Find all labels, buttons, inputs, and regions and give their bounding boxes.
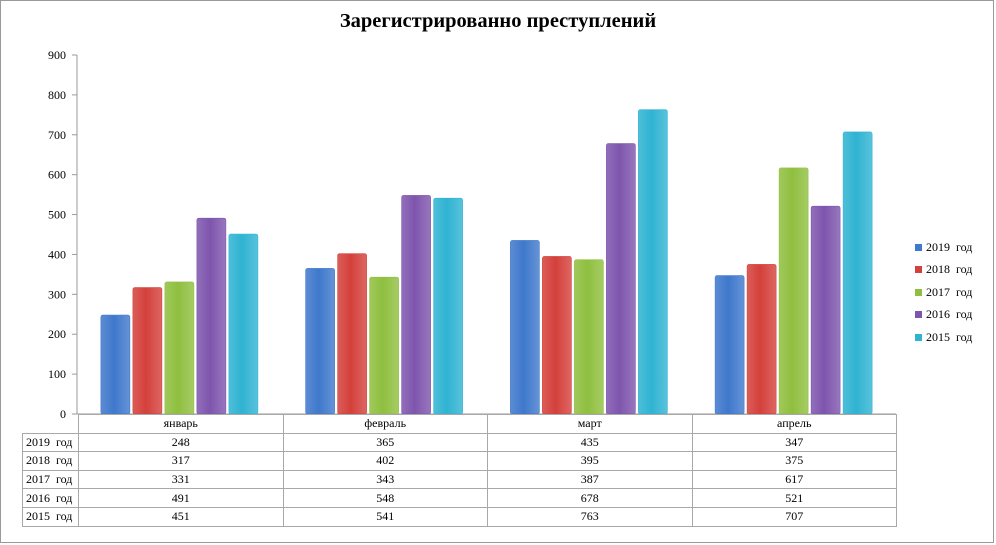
table-cell: 521 — [691, 488, 897, 508]
legend-swatch-2015 — [915, 333, 922, 341]
table-cell: 548 — [282, 488, 488, 508]
y-tick-label: 800 — [48, 88, 66, 102]
legend-item-2016: 2016 год — [915, 304, 972, 327]
table-row-header: 2018 год — [22, 451, 79, 471]
table-cell: 347 — [691, 432, 897, 453]
table-row: 2016 год 491 548 678 521 — [22, 488, 897, 508]
legend-label-2016: 2016 год — [926, 307, 973, 322]
legend-label-2015: 2015 год — [926, 329, 973, 344]
table-col-header: апрель — [691, 414, 897, 434]
bar — [510, 240, 540, 415]
table-cell: 331 — [78, 469, 284, 490]
bar — [369, 276, 399, 415]
y-tick-label: 0 — [60, 407, 66, 421]
table-cell: 451 — [78, 506, 284, 527]
legend-item-2015: 2015 год — [915, 326, 972, 349]
bar — [100, 314, 131, 415]
bar — [433, 197, 463, 415]
table-cell: 491 — [78, 488, 284, 508]
bar — [714, 275, 745, 415]
legend-label-2018: 2018 год — [926, 262, 973, 277]
table-cell: 365 — [282, 432, 488, 453]
bar — [638, 109, 668, 415]
table-cell: 402 — [282, 451, 488, 471]
bar — [810, 205, 841, 415]
table-corner — [23, 415, 79, 434]
y-tick-label: 700 — [48, 128, 66, 142]
table-col-header: январь — [78, 414, 284, 434]
bar — [746, 264, 777, 415]
table-col-header: март — [487, 414, 693, 434]
chart-title: Зарегистрированно преступлений — [339, 10, 657, 32]
table-cell: 435 — [487, 432, 693, 453]
bar — [842, 131, 873, 415]
y-tick-label: 900 — [48, 48, 66, 62]
bar — [132, 287, 163, 415]
y-tick-label: 600 — [48, 168, 66, 182]
bar — [305, 268, 335, 415]
bar — [228, 233, 259, 415]
table-row: 2018 год 317 402 395 375 — [22, 451, 897, 471]
table-row: 2017 год 331 343 387 617 — [22, 469, 897, 490]
table-cell: 343 — [282, 469, 488, 490]
bar — [401, 195, 431, 415]
table-header-row: январь февраль март апрель — [23, 414, 897, 434]
legend-item-2018: 2018 год — [915, 259, 972, 282]
legend-item-2019: 2019 год — [915, 236, 972, 259]
data-table: январь февраль март апрель 2019 год 248 … — [22, 414, 897, 527]
table-row-header: 2016 год — [22, 488, 79, 508]
bar — [337, 253, 367, 415]
legend-label-2019: 2019 год — [926, 239, 973, 254]
table-cell: 541 — [282, 506, 488, 527]
legend-swatch-2016 — [915, 311, 922, 319]
legend-swatch-2017 — [915, 288, 922, 296]
chart-legend: 2019 год 2018 год 2017 год 2016 год 2015… — [915, 236, 972, 349]
bar — [606, 143, 636, 415]
table-row-header: 2015 год — [22, 506, 79, 527]
legend-item-2017: 2017 год — [915, 281, 972, 304]
y-tick-label: 100 — [48, 367, 66, 381]
y-tick-label: 300 — [48, 287, 66, 301]
legend-swatch-2018 — [915, 266, 922, 274]
legend-swatch-2019 — [915, 243, 922, 251]
y-tick-label: 400 — [48, 247, 66, 261]
y-tick-label: 200 — [48, 327, 66, 341]
table-row: 2015 год 451 541 763 707 — [22, 506, 897, 527]
table-row-header: 2019 год — [22, 432, 79, 453]
table-cell: 707 — [691, 506, 897, 527]
bar — [778, 167, 809, 415]
table-cell: 678 — [487, 488, 693, 508]
legend-label-2017: 2017 год — [926, 284, 973, 299]
table-cell: 375 — [691, 451, 897, 471]
bar — [542, 256, 572, 415]
table-cell: 763 — [487, 506, 693, 527]
y-tick-label: 500 — [48, 208, 66, 222]
bar — [574, 259, 604, 415]
table-cell: 395 — [487, 451, 693, 471]
table-row-header: 2017 год — [22, 469, 79, 490]
bar — [196, 217, 227, 415]
table-cell: 387 — [487, 469, 693, 490]
bar — [164, 281, 195, 415]
table-cell: 617 — [691, 469, 897, 490]
table-cell: 317 — [78, 451, 284, 471]
table-cell: 248 — [78, 432, 284, 453]
table-row: 2019 год 248 365 435 347 — [22, 432, 897, 453]
table-col-header: февраль — [282, 414, 488, 434]
